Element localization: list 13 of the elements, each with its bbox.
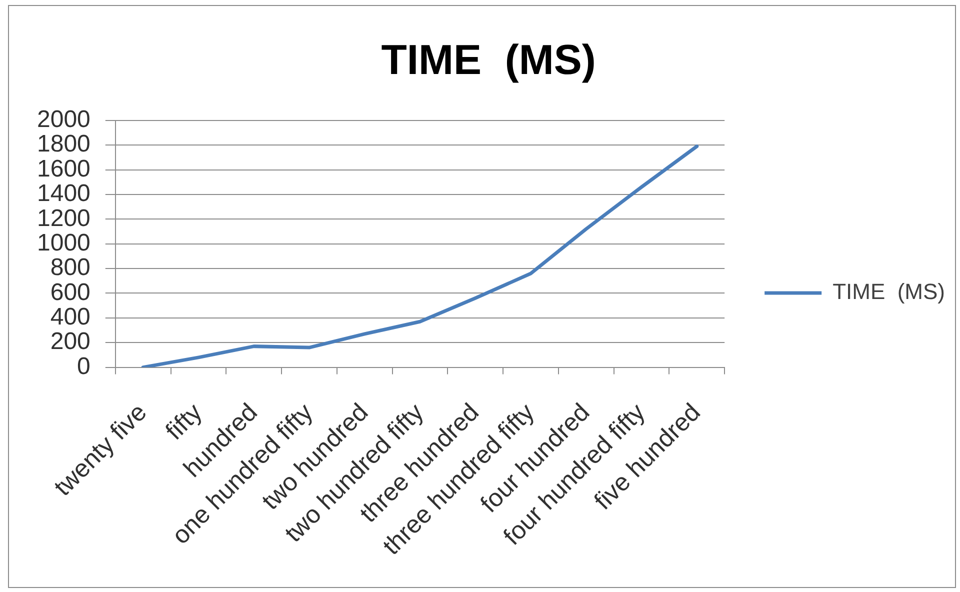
- chart-title: TIME (MS): [381, 36, 596, 83]
- y-tick-label: 1200: [37, 204, 90, 232]
- y-tick-label: 1000: [37, 229, 90, 256]
- y-tick-label: 1800: [37, 130, 90, 158]
- y-tick-label: 200: [50, 328, 90, 356]
- y-tick-label: 600: [50, 278, 90, 306]
- y-tick-label: 0: [77, 352, 90, 380]
- y-tick-label: 400: [50, 304, 90, 331]
- y-tick-label: 1400: [37, 180, 90, 208]
- y-tick-label: 1600: [37, 155, 90, 182]
- y-tick-label: 2000: [37, 106, 90, 134]
- legend-label: TIME (MS): [832, 279, 946, 304]
- y-tick-label: 800: [50, 254, 90, 282]
